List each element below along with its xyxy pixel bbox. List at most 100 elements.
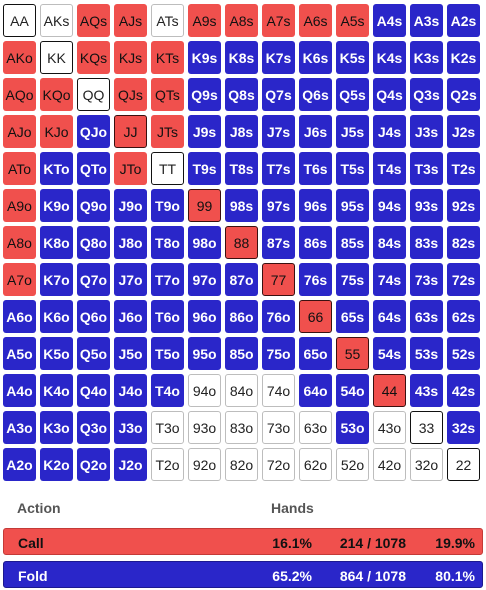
hand-cell[interactable]: A4s bbox=[373, 4, 406, 37]
hand-cell[interactable]: 85o bbox=[225, 337, 258, 370]
hand-cell[interactable]: 96o bbox=[188, 300, 221, 333]
hand-cell[interactable]: 43s bbox=[410, 374, 443, 407]
hand-cell[interactable]: K2s bbox=[447, 41, 480, 74]
hand-cell[interactable]: Q5o bbox=[77, 337, 110, 370]
hand-cell[interactable]: A3o bbox=[3, 411, 36, 444]
hand-cell[interactable]: 64s bbox=[373, 300, 406, 333]
hand-cell[interactable]: J7s bbox=[262, 115, 295, 148]
hand-cell[interactable]: Q3s bbox=[410, 78, 443, 111]
hand-cell[interactable]: 42s bbox=[447, 374, 480, 407]
hand-cell[interactable]: Q6s bbox=[299, 78, 332, 111]
hand-cell[interactable]: Q9s bbox=[188, 78, 221, 111]
hand-cell[interactable]: JJ bbox=[114, 115, 147, 148]
hand-cell[interactable]: A4o bbox=[3, 374, 36, 407]
hand-cell[interactable]: A8s bbox=[225, 4, 258, 37]
hand-cell[interactable]: 62o bbox=[299, 448, 332, 481]
hand-cell[interactable]: AQs bbox=[77, 4, 110, 37]
hand-cell[interactable]: J5o bbox=[114, 337, 147, 370]
hand-cell[interactable]: 42o bbox=[373, 448, 406, 481]
hand-cell[interactable]: T2s bbox=[447, 152, 480, 185]
hand-cell[interactable]: T3s bbox=[410, 152, 443, 185]
hand-cell[interactable]: 86s bbox=[299, 226, 332, 259]
hand-cell[interactable]: K9s bbox=[188, 41, 221, 74]
hand-cell[interactable]: 63s bbox=[410, 300, 443, 333]
hand-cell[interactable]: J7o bbox=[114, 263, 147, 296]
hand-cell[interactable]: 93s bbox=[410, 189, 443, 222]
hand-cell[interactable]: 87s bbox=[262, 226, 295, 259]
hand-cell[interactable]: 83o bbox=[225, 411, 258, 444]
hand-cell[interactable]: AA bbox=[3, 4, 36, 37]
hand-cell[interactable]: KJo bbox=[40, 115, 73, 148]
hand-cell[interactable]: QTs bbox=[151, 78, 184, 111]
hand-cell[interactable]: A3s bbox=[410, 4, 443, 37]
hand-cell[interactable]: 82o bbox=[225, 448, 258, 481]
hand-cell[interactable]: 62s bbox=[447, 300, 480, 333]
hand-cell[interactable]: K2o bbox=[40, 448, 73, 481]
hand-cell[interactable]: A9s bbox=[188, 4, 221, 37]
hand-cell[interactable]: A8o bbox=[3, 226, 36, 259]
hand-cell[interactable]: T5o bbox=[151, 337, 184, 370]
hand-cell[interactable]: 43o bbox=[373, 411, 406, 444]
hand-cell[interactable]: JTs bbox=[151, 115, 184, 148]
hand-cell[interactable]: KQo bbox=[40, 78, 73, 111]
hand-cell[interactable]: 99 bbox=[188, 189, 221, 222]
hand-cell[interactable]: T2o bbox=[151, 448, 184, 481]
hand-cell[interactable]: T4s bbox=[373, 152, 406, 185]
hand-cell[interactable]: 97o bbox=[188, 263, 221, 296]
hand-cell[interactable]: A2o bbox=[3, 448, 36, 481]
hand-cell[interactable]: 55 bbox=[336, 337, 369, 370]
hand-cell[interactable]: K3o bbox=[40, 411, 73, 444]
hand-cell[interactable]: A7s bbox=[262, 4, 295, 37]
hand-cell[interactable]: KJs bbox=[114, 41, 147, 74]
hand-cell[interactable]: J5s bbox=[336, 115, 369, 148]
hand-cell[interactable]: 98o bbox=[188, 226, 221, 259]
hand-cell[interactable]: AKs bbox=[40, 4, 73, 37]
hand-cell[interactable]: 94s bbox=[373, 189, 406, 222]
hand-cell[interactable]: J4s bbox=[373, 115, 406, 148]
hand-cell[interactable]: Q8o bbox=[77, 226, 110, 259]
hand-cell[interactable]: Q4o bbox=[77, 374, 110, 407]
hand-cell[interactable]: 93o bbox=[188, 411, 221, 444]
hand-cell[interactable]: A2s bbox=[447, 4, 480, 37]
hand-cell[interactable]: 66 bbox=[299, 300, 332, 333]
hand-cell[interactable]: K8o bbox=[40, 226, 73, 259]
hand-cell[interactable]: JTo bbox=[114, 152, 147, 185]
hand-cell[interactable]: K5o bbox=[40, 337, 73, 370]
hand-cell[interactable]: J4o bbox=[114, 374, 147, 407]
hand-cell[interactable]: J2o bbox=[114, 448, 147, 481]
hand-cell[interactable]: AJs bbox=[114, 4, 147, 37]
hand-cell[interactable]: K6o bbox=[40, 300, 73, 333]
hand-cell[interactable]: 64o bbox=[299, 374, 332, 407]
hand-cell[interactable]: 95o bbox=[188, 337, 221, 370]
hand-cell[interactable]: 98s bbox=[225, 189, 258, 222]
hand-cell[interactable]: 73s bbox=[410, 263, 443, 296]
hand-cell[interactable]: 76s bbox=[299, 263, 332, 296]
hand-cell[interactable]: K7s bbox=[262, 41, 295, 74]
hand-cell[interactable]: 74s bbox=[373, 263, 406, 296]
call-action-row[interactable]: Call 16.1% 214 / 1078 19.9% bbox=[3, 528, 483, 555]
hand-cell[interactable]: 87o bbox=[225, 263, 258, 296]
hand-cell[interactable]: Q3o bbox=[77, 411, 110, 444]
hand-cell[interactable]: 84s bbox=[373, 226, 406, 259]
hand-cell[interactable]: 75s bbox=[336, 263, 369, 296]
hand-cell[interactable]: A7o bbox=[3, 263, 36, 296]
fold-action-row[interactable]: Fold 65.2% 864 / 1078 80.1% bbox=[3, 561, 483, 588]
hand-cell[interactable]: 82s bbox=[447, 226, 480, 259]
hand-cell[interactable]: K5s bbox=[336, 41, 369, 74]
hand-cell[interactable]: Q8s bbox=[225, 78, 258, 111]
hand-cell[interactable]: J9s bbox=[188, 115, 221, 148]
hand-cell[interactable]: T6o bbox=[151, 300, 184, 333]
hand-cell[interactable]: 88 bbox=[225, 226, 258, 259]
hand-cell[interactable]: J9o bbox=[114, 189, 147, 222]
hand-cell[interactable]: K6s bbox=[299, 41, 332, 74]
hand-cell[interactable]: KTs bbox=[151, 41, 184, 74]
hand-cell[interactable]: J2s bbox=[447, 115, 480, 148]
hand-cell[interactable]: J3o bbox=[114, 411, 147, 444]
hand-cell[interactable]: T5s bbox=[336, 152, 369, 185]
hand-cell[interactable]: 52s bbox=[447, 337, 480, 370]
hand-cell[interactable]: J3s bbox=[410, 115, 443, 148]
hand-cell[interactable]: 53o bbox=[336, 411, 369, 444]
hand-cell[interactable]: 54o bbox=[336, 374, 369, 407]
hand-cell[interactable]: 95s bbox=[336, 189, 369, 222]
hand-cell[interactable]: T6s bbox=[299, 152, 332, 185]
